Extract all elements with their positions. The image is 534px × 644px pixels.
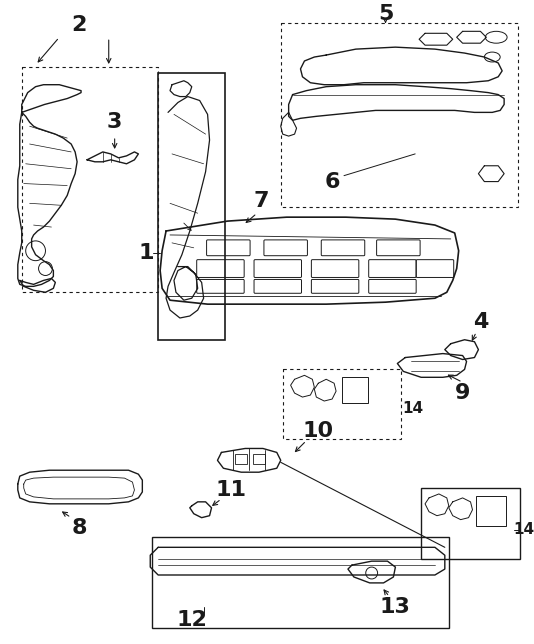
Text: 14: 14 <box>403 401 424 417</box>
Bar <box>281 23 518 207</box>
Bar <box>282 370 402 439</box>
Text: 13: 13 <box>380 596 411 616</box>
Bar <box>476 496 506 526</box>
Bar <box>253 455 265 464</box>
Text: 10: 10 <box>303 421 334 440</box>
Bar <box>342 377 368 403</box>
Bar <box>421 488 520 559</box>
Text: 6: 6 <box>324 171 340 191</box>
Text: 8: 8 <box>72 518 87 538</box>
Text: 5: 5 <box>378 3 393 24</box>
Text: 9: 9 <box>455 383 470 403</box>
Bar <box>22 67 158 292</box>
Text: 7: 7 <box>253 191 269 211</box>
Bar <box>158 73 225 340</box>
Text: 3: 3 <box>107 112 122 132</box>
Text: 1: 1 <box>138 243 154 263</box>
Text: 2: 2 <box>72 15 87 35</box>
Text: 4: 4 <box>473 312 488 332</box>
Text: 12: 12 <box>176 611 207 630</box>
Bar <box>152 538 449 629</box>
Bar <box>235 455 247 464</box>
Text: 11: 11 <box>216 480 247 500</box>
Text: 14: 14 <box>513 522 534 537</box>
